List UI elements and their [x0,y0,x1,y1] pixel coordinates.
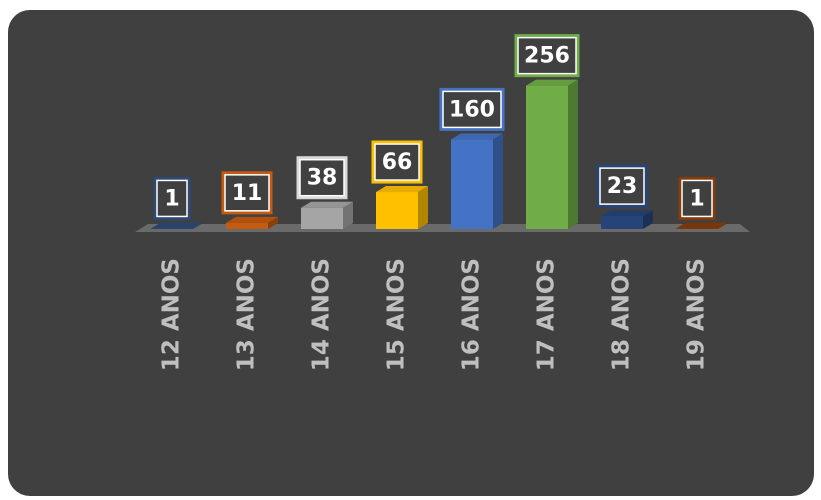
x-tick-label: 16 ANOS [459,258,485,371]
bar-top [151,222,203,229]
data-label: 66 [382,150,413,175]
bar-top [301,201,353,208]
data-label-border [517,36,577,75]
floor [135,224,750,232]
bar-side [418,186,428,229]
x-tick-label: 18 ANOS [609,258,635,371]
bar-top [526,79,578,86]
data-label-box [296,156,348,200]
bar [601,216,643,229]
bar [676,228,718,229]
bar-side [718,222,728,229]
data-label-box [153,176,191,220]
bar-side [268,216,278,229]
data-label: 23 [607,174,638,199]
chart-panel [8,10,814,496]
bar-top [376,186,428,193]
x-tick-label: 13 ANOS [234,258,260,371]
bar-top [676,222,728,229]
bar [301,207,343,229]
data-label-box [678,176,716,220]
bar [376,192,418,229]
bar-side [193,222,203,229]
bar [151,228,193,229]
x-tick-label: 12 ANOS [159,258,185,371]
data-label: 1 [164,186,179,211]
bar [226,222,268,229]
bar-top [226,216,278,223]
x-tick-label: 19 ANOS [684,258,710,371]
data-label-border [599,167,645,205]
data-label-box [596,164,648,208]
data-label-border [374,143,420,181]
bar [526,85,568,229]
data-label: 38 [307,166,338,191]
bar [451,139,493,229]
data-label: 11 [232,181,263,206]
data-label-border [442,90,502,129]
bar-top [451,133,503,140]
data-label-box [371,140,423,184]
data-label: 1 [689,186,704,211]
data-label-border [681,179,713,218]
data-label-box [221,171,273,215]
data-label: 160 [449,97,495,122]
data-label: 256 [524,44,570,69]
bar-side [343,201,353,229]
x-tick-label: 17 ANOS [534,258,560,371]
data-label-border [299,158,345,197]
bar-top [601,210,653,217]
bar-side [493,133,503,229]
x-tick-label: 15 ANOS [384,258,410,371]
x-tick-label: 14 ANOS [309,258,335,371]
data-label-border [224,174,270,212]
bar-side [643,210,653,229]
data-label-border [156,179,188,218]
data-label-box [439,87,505,131]
data-label-box [514,34,580,78]
bar-side [568,79,578,229]
